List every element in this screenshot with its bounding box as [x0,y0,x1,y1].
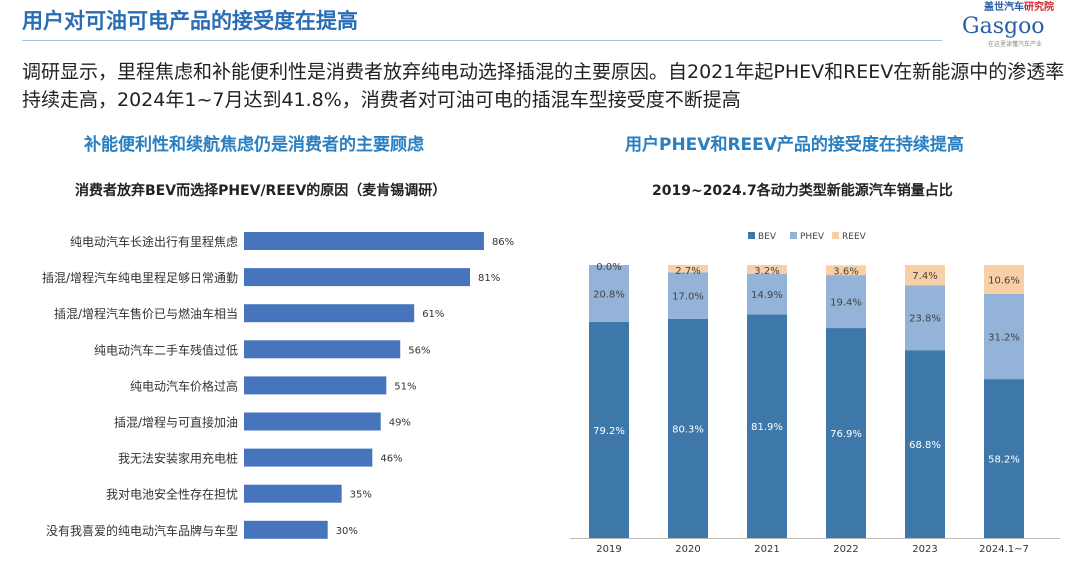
bar-reev [905,265,945,286]
legend-label: PHEV [800,232,825,242]
category-label: 纯电动汽车长途出行有里程焦虑 [70,234,238,249]
value-label: 7.4% [912,271,937,282]
page-title: 用户对可油可电产品的接受度在提高 [22,9,358,33]
bar-reev [747,265,787,274]
value-label: 17.0% [672,292,704,303]
value-label: 14.9% [751,290,783,301]
value-label: 81.9% [751,422,783,433]
value-label: 0.0% [596,262,621,273]
value-label: 35% [350,490,372,501]
logo-tagline: 在这里读懂汽车产业 [988,41,1043,48]
value-label: 10.6% [988,275,1020,286]
legend-swatch [832,232,839,239]
bar [244,412,381,431]
category-label: 2019 [596,544,621,555]
category-label: 2022 [833,544,858,555]
value-label: 58.2% [988,455,1020,466]
bar [244,376,387,395]
legend-swatch [790,232,797,239]
value-label: 68.8% [909,440,941,451]
bar-reev [668,265,708,273]
bar-bev [905,350,945,538]
bar [244,448,373,467]
intro-text: 调研显示，里程焦虑和补能便利性是消费者放弃纯电动选择插混的主要原因。自2021年… [22,61,1065,111]
value-label: 20.8% [593,289,625,300]
category-label: 我无法安装家用充电桩 [118,451,238,466]
value-label: 2.7% [675,266,700,277]
value-label: 46% [380,454,402,465]
category-label: 插混/增程汽车售价已与燃油车相当 [54,306,238,321]
category-label: 没有我喜爱的纯电动汽车品牌与车型 [46,523,238,538]
value-label: 19.4% [830,298,862,309]
left-chart-title: 消费者放弃BEV而选择PHEV/REEV的原因（麦肯锡调研） [75,183,447,199]
bar-reev [826,265,866,276]
category-label: 我对电池安全性存在担忧 [106,487,238,502]
bar [244,268,470,287]
bar-bev [826,328,866,538]
value-label: 3.6% [833,266,858,277]
right-chart-title: 2019~2024.7各动力类型新能源汽车销量占比 [652,183,953,199]
bar-phev [589,265,629,322]
value-label: 49% [389,418,411,429]
bar-bev [668,318,708,538]
bar [244,520,328,539]
bar [244,304,415,323]
category-label: 纯电动汽车价格过高 [130,378,238,393]
value-label: 79.2% [593,426,625,437]
bar-reev [984,265,1024,294]
bar-phev [905,285,945,351]
legend-swatch [748,232,755,239]
bar-phev [747,273,787,315]
value-label: 86% [492,237,514,248]
category-label: 2023 [912,544,937,555]
value-label: 30% [336,526,358,537]
bar [244,232,484,250]
bar-phev [984,293,1024,380]
value-label: 51% [394,381,416,392]
title-divider [22,40,942,41]
legend-label: REEV [842,232,867,242]
value-label: 23.8% [909,314,941,325]
bar-bev [747,314,787,538]
legend-label: BEV [758,232,777,242]
category-label: 2020 [675,544,700,555]
logo-en: Gasgoo [962,14,1045,39]
category-label: 插混/增程与可直接加油 [114,415,238,430]
bar-phev [826,275,866,329]
gasgoo-logo: 盖世汽车研究院 Gasgoo 在这里读懂汽车产业 [950,2,1078,52]
bar [244,484,342,503]
value-label: 3.2% [754,266,779,277]
value-label: 61% [422,309,444,320]
bar-bev [984,379,1024,538]
category-label: 纯电动汽车二手车残值过低 [94,342,238,357]
bar-bev [589,321,629,538]
category-label: 2021 [754,544,779,555]
logo-cn: 盖世汽车研究院 [984,2,1054,13]
value-label: 80.3% [672,424,704,435]
value-label: 76.9% [830,429,862,440]
bar [244,340,401,359]
value-label: 31.2% [988,333,1020,344]
category-label: 2024.1~7 [979,544,1029,555]
bar-phev [668,272,708,319]
value-label: 56% [408,345,430,356]
right-subtitle: 用户PHEV和REEV产品的接受度在持续提高 [625,135,964,155]
value-label: 81% [478,273,500,284]
left-subtitle: 补能便利性和续航焦虑仍是消费者的主要顾虑 [84,135,424,155]
category-label: 插混/增程汽车纯电里程足够日常通勤 [42,270,238,285]
